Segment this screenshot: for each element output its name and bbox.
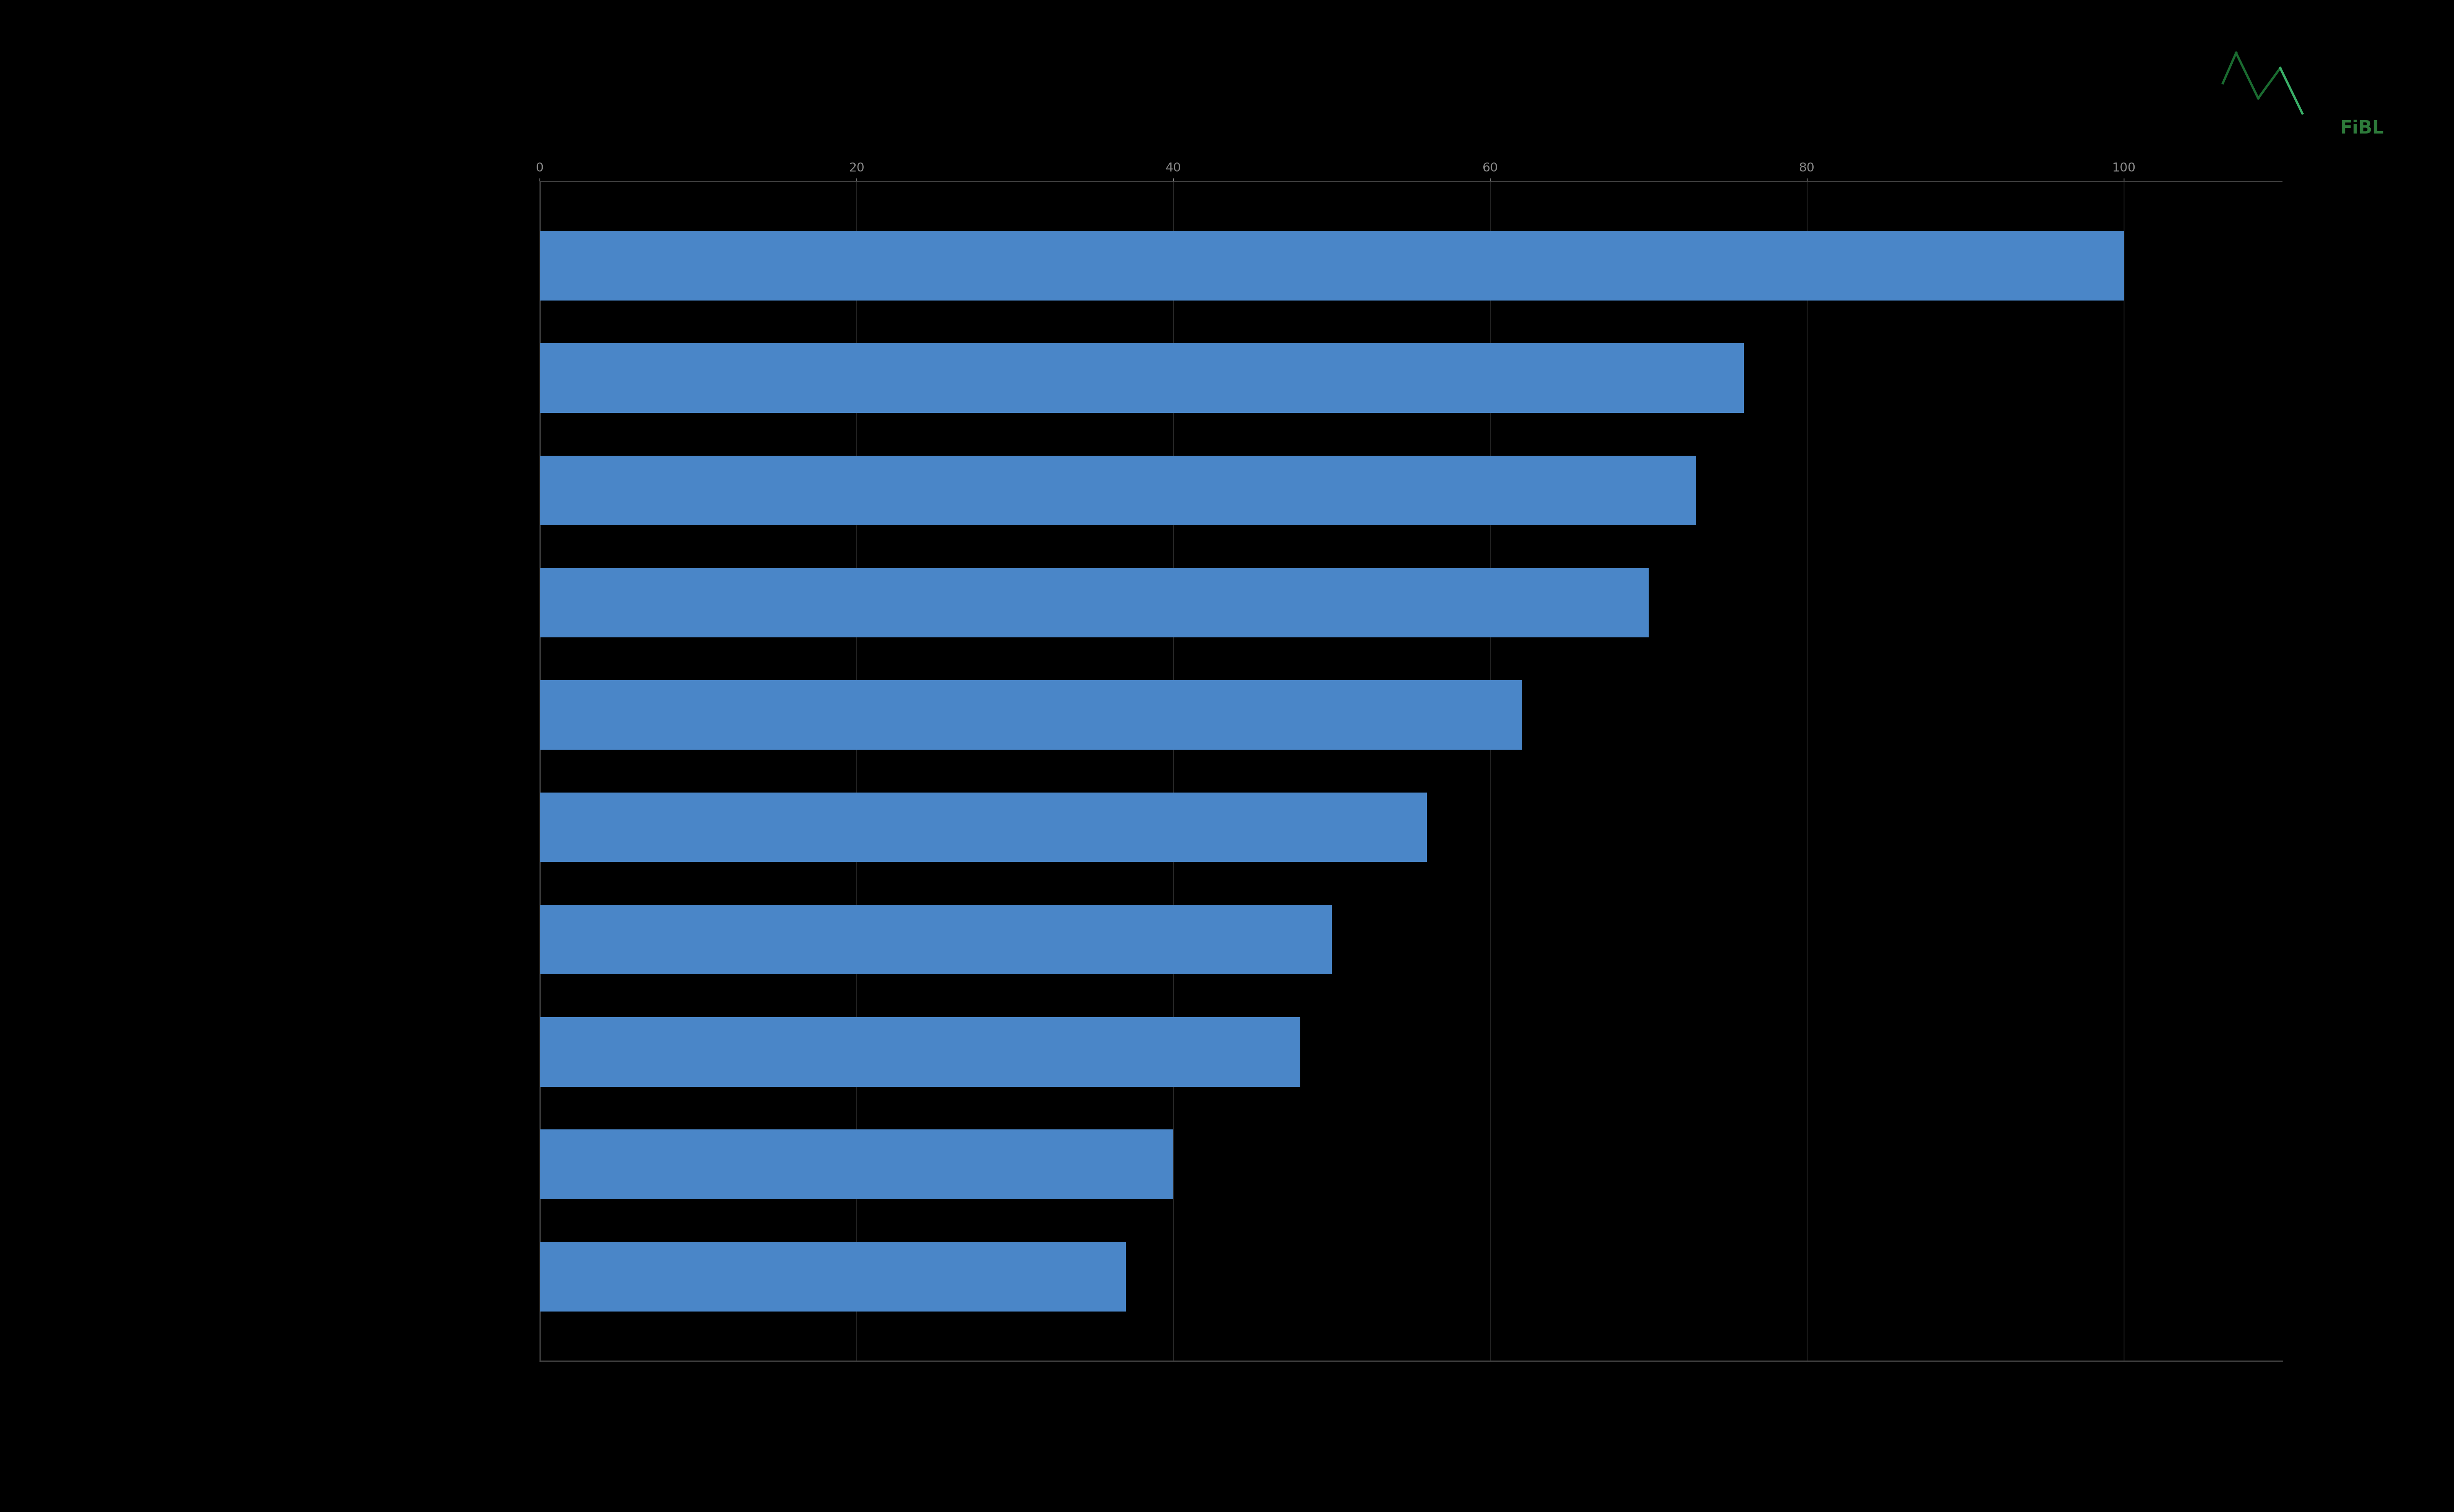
Bar	[540, 792, 1426, 862]
Text: FiBL: FiBL	[2341, 119, 2383, 138]
Bar	[540, 904, 1333, 974]
Bar	[540, 1241, 1126, 1311]
Bar	[540, 1018, 1301, 1087]
Bar	[540, 231, 2123, 301]
Bar	[540, 569, 1649, 638]
Bar	[540, 1129, 1173, 1199]
Bar	[540, 455, 1696, 525]
Bar	[540, 680, 1521, 750]
Bar	[540, 343, 1745, 413]
